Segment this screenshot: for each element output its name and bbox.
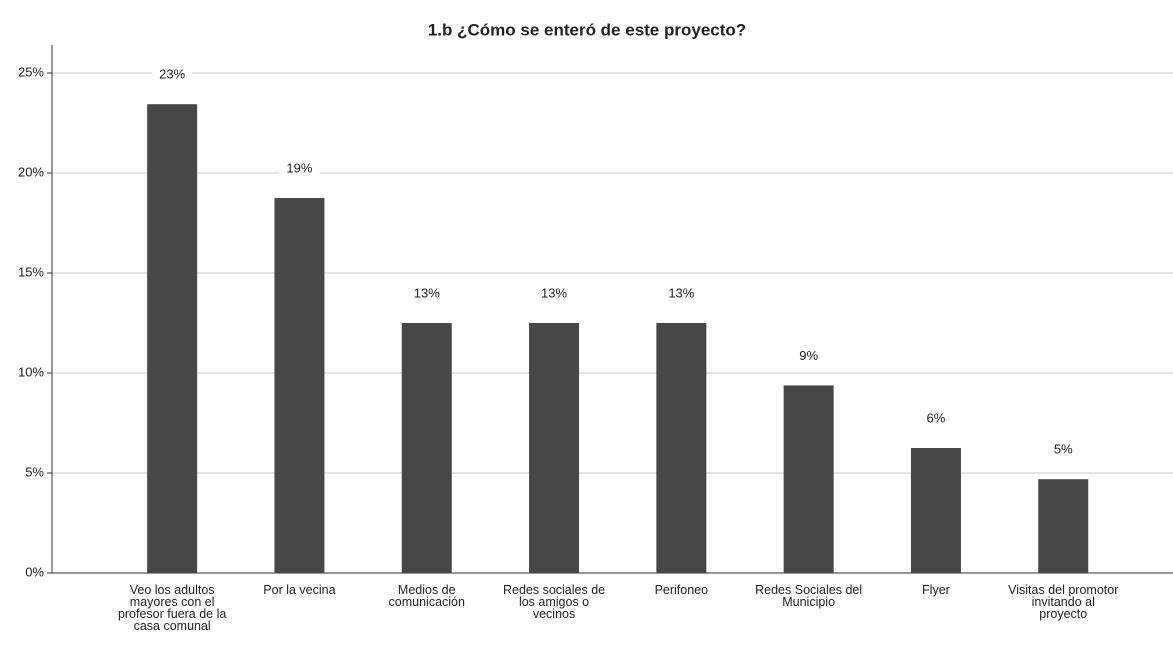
bar xyxy=(783,385,834,573)
label-bg xyxy=(279,160,320,178)
y-tick-label: 25% xyxy=(18,64,44,79)
label-bg xyxy=(1043,441,1084,460)
x-tick-label: Medios de comunicación xyxy=(388,583,465,609)
value-label: 23% xyxy=(159,67,185,82)
y-tick-label: 5% xyxy=(25,464,44,479)
value-label: 13% xyxy=(541,285,567,300)
value-label: 9% xyxy=(799,348,818,363)
y-tick-label: 10% xyxy=(18,364,44,379)
x-tick-label: Visitas del promotor invitando al proyec… xyxy=(1008,583,1119,621)
bar xyxy=(910,448,961,573)
value-label: 13% xyxy=(668,285,694,300)
x-tick-label: Flyer xyxy=(922,583,950,597)
y-tick-label: 0% xyxy=(25,564,44,579)
x-tick-label: Veo los adultos mayores con el profesor … xyxy=(117,583,227,633)
value-label: 13% xyxy=(414,285,440,300)
value-label: 19% xyxy=(286,160,312,175)
bar xyxy=(147,104,198,573)
value-label: 6% xyxy=(927,410,946,425)
label-bg xyxy=(788,347,829,366)
x-tick-label: Por la vecina xyxy=(263,583,336,597)
label-bg xyxy=(661,285,702,303)
bar xyxy=(1038,479,1089,573)
bar xyxy=(529,323,580,573)
label-bg xyxy=(915,410,956,428)
bar xyxy=(274,198,325,573)
x-tick-label: Redes Sociales del Municipio xyxy=(755,583,863,609)
label-bg xyxy=(152,66,193,85)
y-tick-label: 20% xyxy=(18,164,44,179)
label-bg xyxy=(406,285,447,303)
chart-title: 1.b ¿Cómo se enteró de este proyecto? xyxy=(428,20,746,39)
y-tick-label: 15% xyxy=(18,264,44,279)
x-tick-label: Redes sociales de los amigos o vecinos xyxy=(502,583,606,621)
label-bg xyxy=(534,285,575,303)
bar xyxy=(656,323,707,573)
bar xyxy=(401,323,452,573)
value-label: 5% xyxy=(1054,442,1073,457)
x-tick-label: Perifoneo xyxy=(654,583,709,597)
